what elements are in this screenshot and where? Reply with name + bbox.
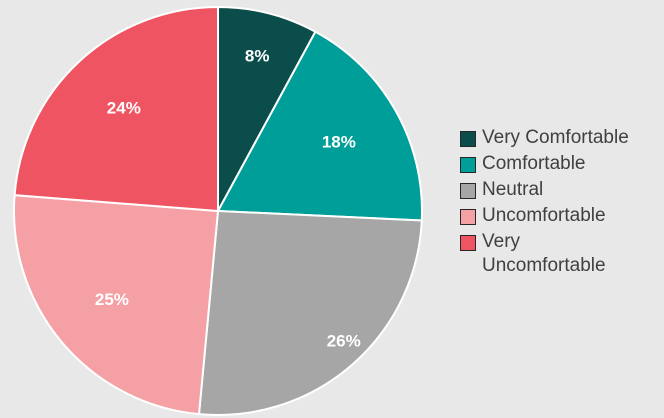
legend-swatch-uncomfortable bbox=[460, 209, 476, 225]
legend-label-very-comfortable: Very Comfortable bbox=[482, 127, 629, 148]
pie-slice-uncomfortable bbox=[13, 194, 220, 416]
data-label-neutral: 26% bbox=[327, 331, 361, 350]
data-label-very-comfortable: 8% bbox=[245, 46, 270, 65]
legend-label-uncomfortable: Uncomfortable bbox=[482, 205, 606, 226]
legend-item-neutral: Neutral bbox=[460, 178, 660, 202]
pie-slice-neutral bbox=[197, 209, 423, 416]
legend: Very Comfortable Comfortable Neutral Unc… bbox=[460, 126, 660, 280]
pie-slice-comfortable bbox=[216, 30, 423, 222]
pie-data-labels: 8% 18% 26% 25% 24% bbox=[95, 46, 361, 350]
data-label-very-uncomfortable: 24% bbox=[107, 99, 141, 118]
legend-item-very-uncomfortable: Very Uncomfortable bbox=[460, 230, 660, 278]
data-label-uncomfortable: 25% bbox=[95, 290, 129, 309]
legend-swatch-very-uncomfortable bbox=[460, 235, 476, 251]
legend-swatch-neutral bbox=[460, 183, 476, 199]
pie-slices bbox=[13, 5, 423, 416]
legend-label-very-uncomfortable: Very Uncomfortable bbox=[482, 231, 606, 276]
legend-item-comfortable: Comfortable bbox=[460, 152, 660, 176]
pie-slice-very-comfortable bbox=[217, 5, 317, 212]
data-label-comfortable: 18% bbox=[322, 132, 356, 151]
legend-label-comfortable: Comfortable bbox=[482, 153, 586, 174]
legend-swatch-comfortable bbox=[460, 157, 476, 173]
legend-swatch-very-comfortable bbox=[460, 131, 476, 147]
legend-item-very-comfortable: Very Comfortable bbox=[460, 126, 660, 150]
pie-slice-very-uncomfortable bbox=[13, 5, 219, 213]
legend-label-neutral: Neutral bbox=[482, 179, 544, 200]
legend-item-uncomfortable: Uncomfortable bbox=[460, 204, 660, 228]
